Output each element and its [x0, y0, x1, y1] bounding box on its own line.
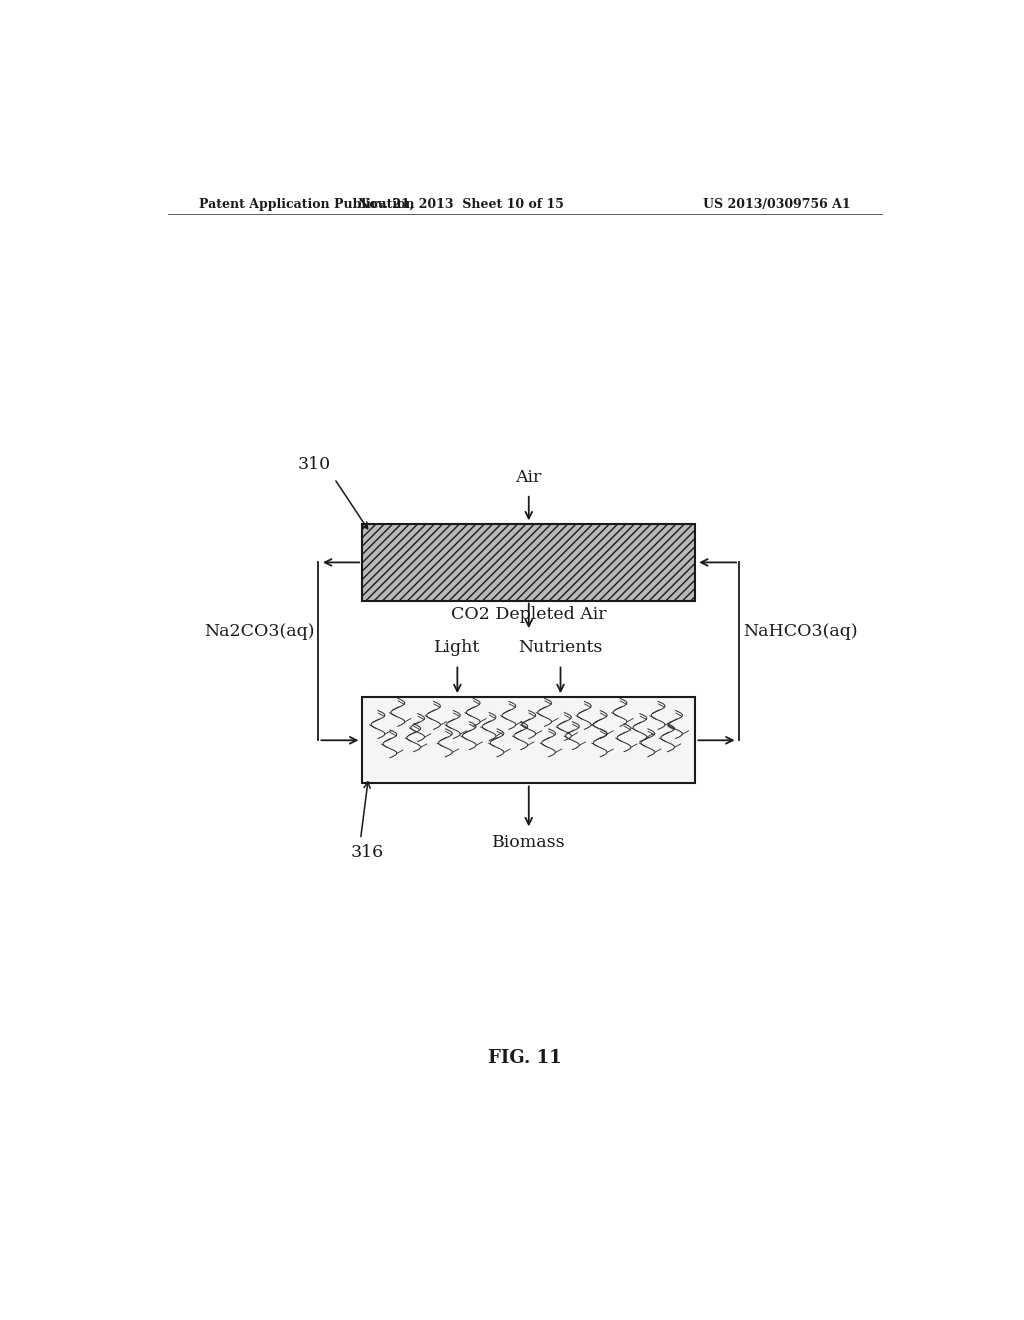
- Bar: [362, 697, 695, 784]
- Text: CO2 Depleted Air: CO2 Depleted Air: [451, 606, 606, 623]
- Text: Na2CO3(aq): Na2CO3(aq): [204, 623, 314, 639]
- Text: 316: 316: [350, 845, 383, 862]
- Text: Biomass: Biomass: [492, 834, 565, 851]
- Text: Patent Application Publication: Patent Application Publication: [200, 198, 415, 211]
- Text: Air: Air: [515, 469, 542, 486]
- Text: Nutrients: Nutrients: [518, 639, 603, 656]
- Text: 310: 310: [297, 457, 331, 474]
- Text: Light: Light: [434, 639, 480, 656]
- Text: Nov. 21, 2013  Sheet 10 of 15: Nov. 21, 2013 Sheet 10 of 15: [358, 198, 564, 211]
- Bar: [362, 524, 695, 601]
- Text: NaHCO3(aq): NaHCO3(aq): [743, 623, 858, 639]
- Text: US 2013/0309756 A1: US 2013/0309756 A1: [702, 198, 850, 211]
- Text: FIG. 11: FIG. 11: [488, 1049, 561, 1067]
